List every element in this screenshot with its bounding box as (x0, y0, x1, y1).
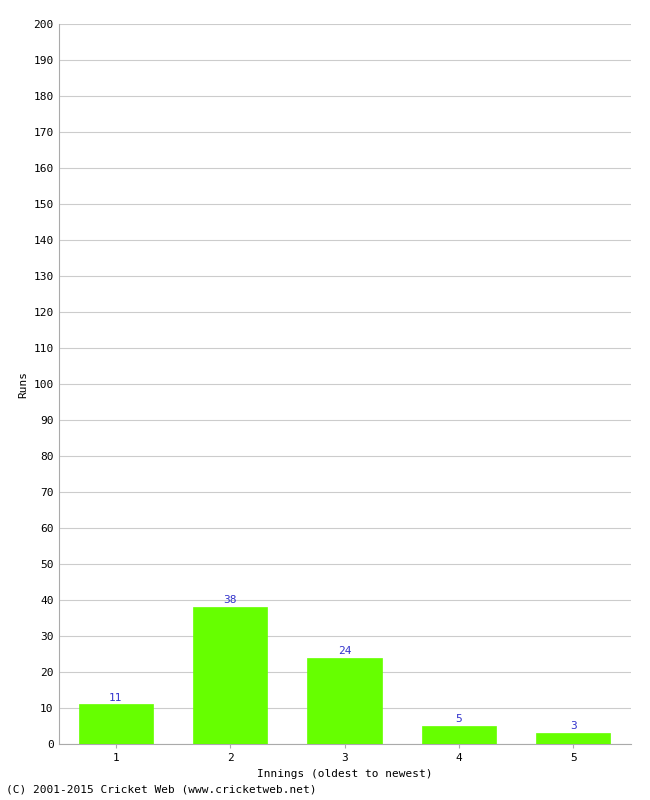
Text: 38: 38 (224, 595, 237, 606)
Bar (307, 658, 382, 744)
Text: 24: 24 (338, 646, 351, 656)
Y-axis label: Runs: Runs (18, 370, 28, 398)
Text: 11: 11 (109, 693, 122, 702)
X-axis label: Innings (oldest to newest): Innings (oldest to newest) (257, 769, 432, 778)
Text: 3: 3 (570, 722, 577, 731)
Bar (536, 733, 610, 744)
Text: (C) 2001-2015 Cricket Web (www.cricketweb.net): (C) 2001-2015 Cricket Web (www.cricketwe… (6, 784, 317, 794)
Bar (193, 607, 267, 744)
Bar (422, 726, 496, 744)
Bar (79, 704, 153, 744)
Text: 5: 5 (456, 714, 462, 724)
